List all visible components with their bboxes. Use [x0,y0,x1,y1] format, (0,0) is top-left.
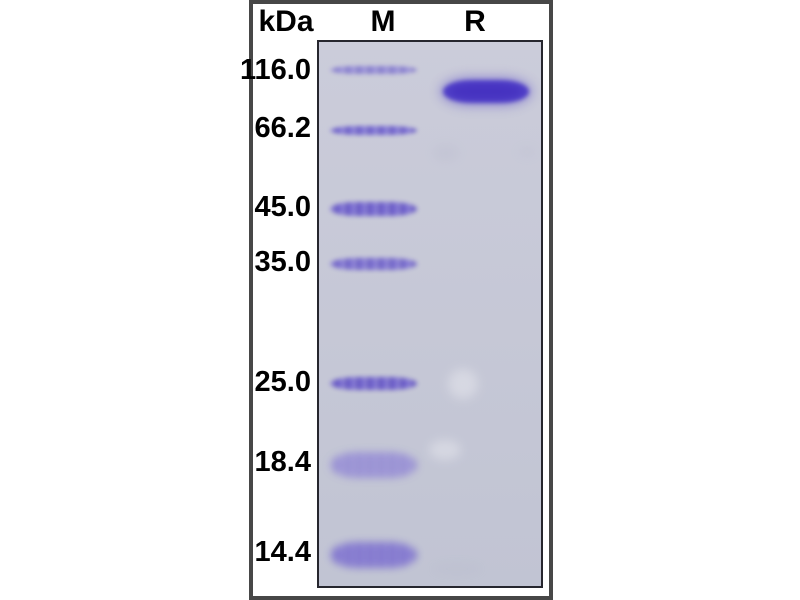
marker-band-35.0 [330,258,417,270]
gel-image [317,40,543,588]
lane-label-reduced: R [464,5,486,38]
mw-label-18.4: 18.4 [254,446,311,478]
gel-smudge [448,369,478,399]
mw-label-116.0: 116.0 [240,54,311,86]
marker-band-14.4 [330,542,417,568]
gel-smudge [517,146,537,158]
unit-label: kDa [258,5,314,38]
marker-band-116.0 [330,66,417,74]
marker-band-18.4 [330,452,417,478]
gel-smudge [432,144,460,162]
gel-smudge [431,562,483,576]
mw-label-35.0: 35.0 [254,246,311,278]
sample-band [443,80,529,103]
mw-label-45.0: 45.0 [254,191,311,223]
mw-label-14.4: 14.4 [254,536,311,568]
marker-band-66.2 [330,126,417,135]
gel-figure-frame: kDa M R 116.0 66.2 45.0 35.0 25.0 18.4 14.4 [240,0,553,600]
marker-band-45.0 [330,202,417,216]
gel-smudge [429,440,461,460]
lane-label-marker: M [370,5,396,38]
mw-label-25.0: 25.0 [254,366,311,398]
marker-band-25.0 [330,377,417,390]
mw-label-66.2: 66.2 [254,112,311,144]
